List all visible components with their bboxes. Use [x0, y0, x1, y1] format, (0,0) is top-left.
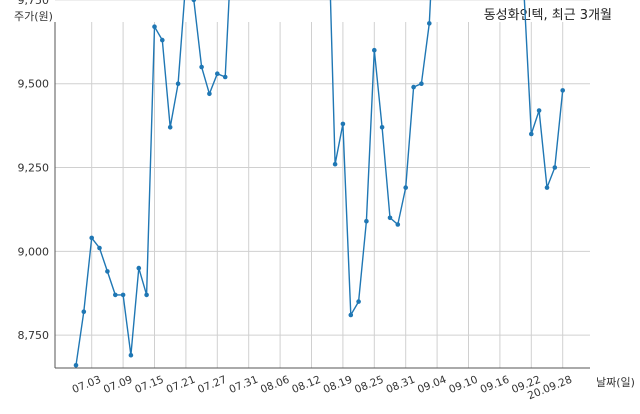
y-axis-label: 주가(원) [14, 10, 53, 23]
data-point [403, 185, 409, 190]
data-point [356, 299, 361, 304]
data-point [144, 292, 149, 298]
data-point [160, 37, 165, 43]
y-tick-label: 9,000 [18, 245, 50, 258]
x-tick-label: 07.15 [133, 374, 165, 396]
data-point [191, 0, 197, 3]
grid-lines [55, 0, 590, 368]
data-point [332, 161, 338, 167]
data-point [136, 265, 142, 271]
y-tick-label: 9,750 [18, 0, 50, 7]
axes [54, 22, 590, 369]
data-point [199, 64, 204, 70]
x-tick-label: 08.31 [384, 374, 416, 396]
series-group [73, 0, 565, 368]
data-point [89, 235, 94, 241]
data-point [105, 269, 110, 274]
data-point [411, 84, 416, 90]
x-tick-label: 08.06 [259, 374, 292, 397]
chart-title: 동성화인텍, 최근 3개월 [483, 8, 612, 23]
data-point [560, 88, 565, 93]
x-tick-label: 08.12 [290, 374, 322, 396]
y-tick-label: 9,500 [18, 78, 50, 91]
data-point [529, 131, 534, 137]
x-tick-label: 08.25 [353, 374, 385, 396]
data-point [81, 309, 87, 315]
data-point [372, 47, 377, 53]
data-point [222, 74, 228, 80]
data-point [427, 21, 432, 26]
x-tick-label: 07.21 [165, 374, 197, 396]
x-tick-label: 09.10 [447, 374, 479, 396]
data-point [207, 91, 212, 97]
data-point [340, 121, 346, 127]
data-point [364, 218, 369, 224]
x-tick-label: 08.19 [322, 374, 354, 396]
data-point [73, 363, 79, 368]
data-point [387, 215, 393, 221]
data-point [419, 81, 424, 86]
data-point [215, 71, 220, 76]
x-tick-label: 07.31 [227, 374, 259, 396]
data-point [536, 108, 542, 113]
x-tick-label: 07.27 [196, 374, 228, 396]
data-point [379, 125, 385, 130]
data-point [113, 292, 118, 298]
series-line [75, 0, 564, 366]
data-point [167, 125, 173, 130]
data-point [395, 222, 401, 227]
data-point [120, 292, 126, 298]
x-tick-labels: 07.03 07.09 07.15 07.21 07.27 07.31 08.06 08.12… [70, 374, 573, 403]
x-tick-label: 09.16 [479, 374, 512, 397]
data-point [348, 312, 354, 318]
data-point [544, 185, 550, 190]
data-point [552, 165, 558, 170]
x-tick-label: 07.03 [70, 374, 102, 396]
data-point [152, 24, 157, 30]
y-tick-label: 8,750 [18, 329, 50, 342]
data-point [175, 81, 181, 86]
x-tick-label: 07.09 [102, 374, 134, 396]
y-tick-labels: 8,7509,0009,2509,5009,75010,00010,25010,… [18, 0, 50, 342]
y-tick-label: 9,250 [18, 162, 50, 175]
data-point [97, 245, 102, 251]
x-axis-label: 날짜(일) [596, 376, 635, 389]
x-tick-label: 09.04 [416, 374, 449, 397]
data-point [128, 352, 134, 358]
